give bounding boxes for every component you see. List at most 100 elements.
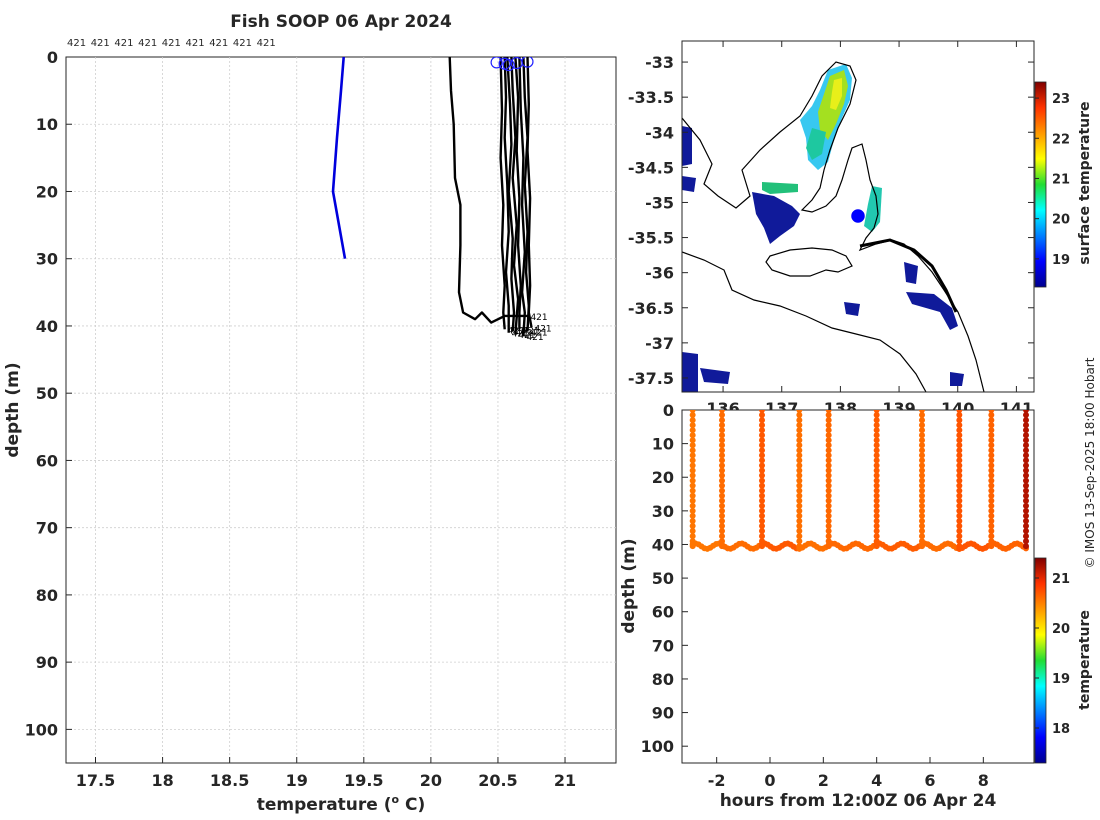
time-depth-point xyxy=(796,472,803,479)
time-depth-point xyxy=(919,472,925,479)
profile-series-p9 xyxy=(526,57,533,328)
time-depth-point xyxy=(956,410,963,413)
time-depth-point xyxy=(825,410,832,413)
time-depth-point xyxy=(719,517,725,524)
time-depth-point xyxy=(759,543,765,550)
time-depth-point xyxy=(1023,543,1029,550)
time-depth-point xyxy=(873,538,880,545)
time-depth-plot-frame xyxy=(681,409,1035,764)
time-depth-point xyxy=(719,410,725,413)
profile-xtick-label: 20 xyxy=(420,771,442,790)
profile-ytick-label: 10 xyxy=(36,115,58,134)
temperature-colorbar-tick-label: 20 xyxy=(1052,622,1070,637)
time-depth-point xyxy=(1023,528,1029,535)
time-depth-point xyxy=(1023,447,1029,454)
time-depth-point xyxy=(796,487,803,494)
time-depth-point xyxy=(988,447,995,454)
time-depth-point xyxy=(956,427,963,434)
time-depth-point xyxy=(719,538,725,545)
time-depth-point xyxy=(796,502,803,509)
figure-title: Fish SOOP 06 Apr 2024 xyxy=(230,12,452,32)
profile-series-p5 xyxy=(510,57,520,335)
time-depth-point xyxy=(919,417,925,424)
time-depth-point xyxy=(719,482,725,489)
time-depth-point xyxy=(759,492,765,499)
profile-ytick-label: 100 xyxy=(25,720,58,739)
time-depth-point xyxy=(719,457,725,464)
time-depth-point xyxy=(796,533,803,540)
time-depth-point xyxy=(796,410,803,413)
time-depth-point xyxy=(873,543,880,550)
time-depth-point xyxy=(689,492,696,499)
sst-colorbar-tick-label: 21 xyxy=(1052,172,1070,187)
profile-end-label: 421 xyxy=(534,324,551,334)
time-depth-point xyxy=(988,543,995,550)
time-depth-point xyxy=(1023,467,1029,474)
time-depth-point xyxy=(873,507,880,514)
map-ytick-label: -34 xyxy=(645,123,674,142)
time-depth-point xyxy=(825,472,832,479)
time-depth-point xyxy=(825,467,832,474)
time-depth-point xyxy=(759,507,765,514)
time-depth-point xyxy=(825,427,832,434)
profile-top-label: 421 xyxy=(233,38,252,49)
time-depth-point xyxy=(1023,410,1029,413)
time-depth-point xyxy=(825,482,832,489)
time-depth-point xyxy=(956,497,963,504)
time-depth-point xyxy=(759,417,765,424)
time-ytick-label: 70 xyxy=(652,636,674,655)
time-depth-point xyxy=(759,482,765,489)
time-depth-point xyxy=(796,462,803,469)
time-depth-xlabel: hours from 12:00Z 06 Apr 24 xyxy=(720,791,997,811)
time-depth-point xyxy=(825,502,832,509)
time-depth-point xyxy=(873,412,880,419)
sst-map: 136 137 138 139 140 141 -33-33.5-34-34.5-35-3… xyxy=(628,40,1093,418)
time-depth-point xyxy=(719,533,725,540)
time-depth-point xyxy=(796,447,803,454)
time-depth-point xyxy=(873,522,880,529)
time-depth-point xyxy=(689,412,696,419)
time-depth-point xyxy=(1023,477,1029,484)
time-depth-point xyxy=(796,528,803,535)
time-depth-point xyxy=(873,472,880,479)
profile-ytick-label: 0 xyxy=(47,48,58,67)
time-xtick-label: 4 xyxy=(871,771,882,790)
time-depth-point xyxy=(1023,462,1029,469)
time-depth-point xyxy=(988,427,995,434)
time-ytick-label: 100 xyxy=(641,737,674,756)
profile-top-label: 421 xyxy=(138,38,157,49)
time-depth-point xyxy=(759,522,765,529)
time-depth-point xyxy=(759,512,765,519)
profile-top-label: 421 xyxy=(186,38,205,49)
profile-series-p6 xyxy=(514,57,522,330)
time-depth-point xyxy=(689,543,696,550)
map-ytick-label: -36.5 xyxy=(628,299,674,318)
time-depth-point xyxy=(956,482,963,489)
time-depth-point xyxy=(689,422,696,429)
time-depth-point xyxy=(919,422,925,429)
time-depth-point xyxy=(956,533,963,540)
time-depth-point xyxy=(719,437,725,444)
map-ytick-label: -35 xyxy=(645,193,674,212)
time-depth-points xyxy=(689,410,1029,552)
sst-colorbar-tick-label: 19 xyxy=(1052,253,1070,268)
time-depth-point xyxy=(873,410,880,413)
time-depth-point xyxy=(719,512,725,519)
time-depth-point xyxy=(988,528,995,535)
time-depth-point xyxy=(796,442,803,449)
time-depth-point xyxy=(719,447,725,454)
time-depth-point xyxy=(719,528,725,535)
track-point xyxy=(851,209,865,223)
time-depth-point xyxy=(796,482,803,489)
sst-colorbar-tick-label: 22 xyxy=(1052,132,1070,147)
time-xtick-label: 8 xyxy=(978,771,989,790)
time-depth-point xyxy=(759,467,765,474)
time-ytick-label: 60 xyxy=(652,603,674,622)
time-depth-point xyxy=(825,522,832,529)
profile-xtick-label: 19.5 xyxy=(344,771,383,790)
time-depth-point xyxy=(825,538,832,545)
time-depth-point xyxy=(988,432,995,439)
time-depth-point xyxy=(988,522,995,529)
